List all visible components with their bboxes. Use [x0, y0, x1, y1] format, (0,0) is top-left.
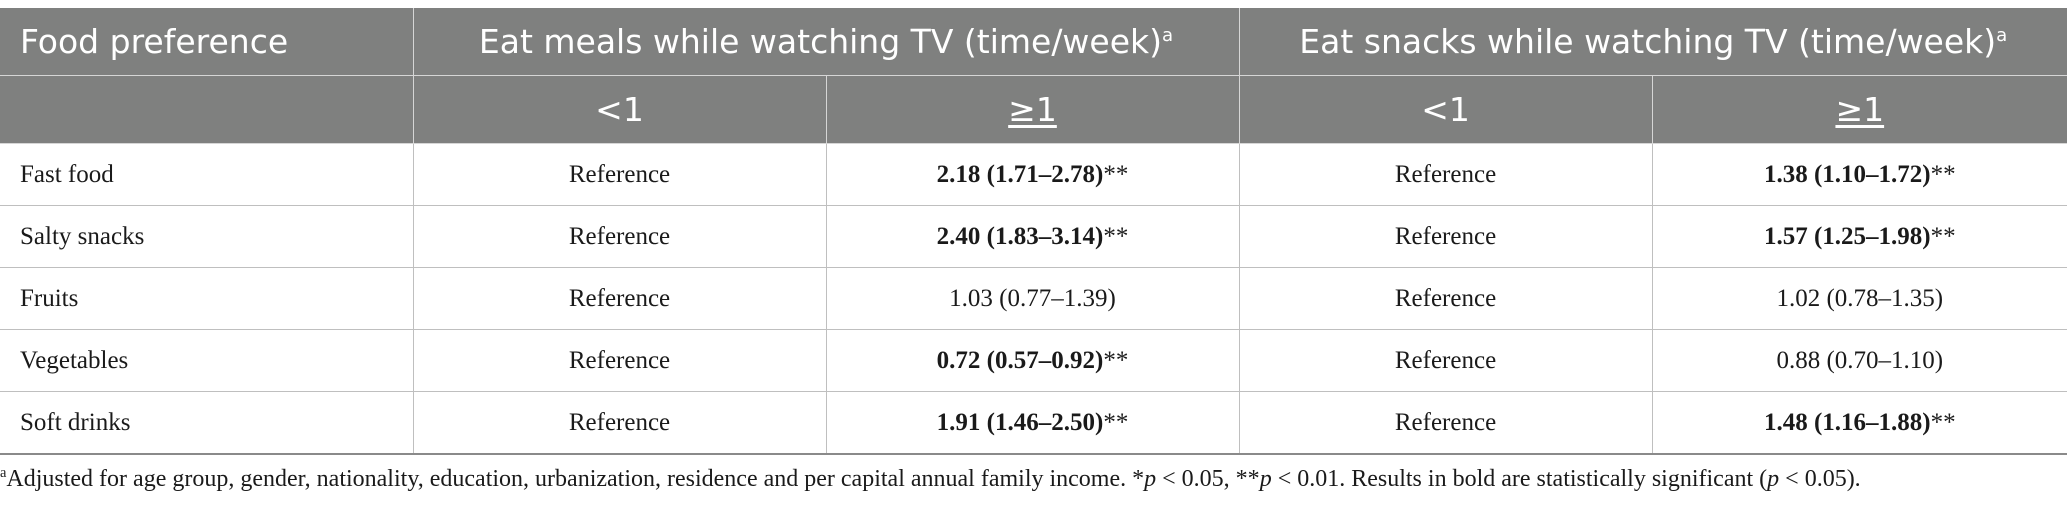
snacks-ge1-cell-value: 1.02 (0.78–1.35) [1776, 284, 1944, 312]
footnote-text-1: Adjusted for age group, gender, national… [6, 466, 1145, 492]
snacks-ge1-cell: 1.48 (1.16–1.88)** [1652, 391, 2067, 455]
meals-ge1-cell: 2.40 (1.83–3.14)** [826, 205, 1240, 268]
meals-lt1-cell: Reference [413, 267, 827, 330]
table-row: Soft drinks Reference 1.91 (1.46–2.50)** Re… [0, 391, 2067, 455]
header-group-snacks-label: Eat snacks while watching TV (time/week) [1299, 22, 1997, 61]
header-row-frequency: <1 ≥1 <1 ≥1 [0, 75, 2067, 144]
header-group-meals-sup: a [1162, 25, 1174, 46]
footnote-text-2: < 0.05, ** [1156, 466, 1260, 492]
footnote-p-3: p [1767, 466, 1780, 492]
row-label: Salty snacks [0, 205, 414, 268]
header-snacks-ge1: ≥1 [1652, 75, 2067, 144]
snacks-lt1-cell: Reference [1239, 329, 1653, 392]
row-label: Fruits [0, 267, 414, 330]
snacks-ge1-cell-significance: ** [1930, 160, 1956, 188]
snacks-ge1-cell: 0.88 (0.70–1.10) [1652, 329, 2067, 392]
meals-lt1-cell: Reference [413, 329, 827, 392]
snacks-lt1-cell: Reference [1239, 391, 1653, 455]
snacks-lt1-cell: Reference [1239, 205, 1653, 268]
meals-ge1-cell-value: 0.72 (0.57–0.92) [936, 346, 1104, 374]
meals-ge1-cell-value: 1.91 (1.46–2.50) [936, 408, 1104, 436]
header-snacks-lt1: <1 [1239, 75, 1653, 144]
meals-ge1-cell-significance: ** [1103, 408, 1129, 436]
header-group-meals-label: Eat meals while watching TV (time/week) [478, 22, 1163, 61]
meals-ge1-cell-value: 2.18 (1.71–2.78) [936, 160, 1104, 188]
row-label: Fast food [0, 143, 414, 206]
header-group-meals: Eat meals while watching TV (time/week)a [413, 8, 1240, 76]
snacks-ge1-cell-value: 1.57 (1.25–1.98) [1763, 222, 1931, 250]
meals-ge1-cell-significance: ** [1103, 346, 1129, 374]
row-label: Vegetables [0, 329, 414, 392]
meals-ge1-cell: 0.72 (0.57–0.92)** [826, 329, 1240, 392]
snacks-ge1-cell-significance: ** [1930, 408, 1956, 436]
footnote-marker: a [0, 465, 7, 481]
meals-ge1-cell: 1.03 (0.77–1.39) [826, 267, 1240, 330]
table-footnote: aAdjusted for age group, gender, nationa… [0, 466, 2067, 493]
header-food-preference: Food preference [0, 8, 414, 76]
table-row: Vegetables Reference 0.72 (0.57–0.92)** Ref… [0, 329, 2067, 392]
meals-ge1-cell-value: 1.03 (0.77–1.39) [949, 284, 1116, 312]
snacks-ge1-cell-value: 1.38 (1.10–1.72) [1763, 160, 1931, 188]
header-meals-ge1: ≥1 [826, 75, 1240, 144]
snacks-ge1-cell: 1.57 (1.25–1.98)** [1652, 205, 2067, 268]
footnote-p-1: p [1144, 466, 1157, 492]
snacks-lt1-cell: Reference [1239, 143, 1653, 206]
header-snacks-ge1-label: ≥1 [1835, 90, 1885, 129]
snacks-ge1-cell: 1.38 (1.10–1.72)** [1652, 143, 2067, 206]
header-group-snacks: Eat snacks while watching TV (time/week)… [1239, 8, 2067, 76]
meals-ge1-cell: 1.91 (1.46–2.50)** [826, 391, 1240, 455]
snacks-ge1-cell-significance: ** [1930, 222, 1956, 250]
snacks-lt1-cell: Reference [1239, 267, 1653, 330]
meals-ge1-cell-value: 2.40 (1.83–3.14) [936, 222, 1104, 250]
row-label: Soft drinks [0, 391, 414, 455]
snacks-ge1-cell: 1.02 (0.78–1.35) [1652, 267, 2067, 330]
meals-lt1-cell: Reference [413, 391, 827, 455]
footnote-text-3: < 0.01. Results in bold are statisticall… [1271, 466, 1768, 492]
meals-ge1-cell: 2.18 (1.71–2.78)** [826, 143, 1240, 206]
footnote-p-2: p [1259, 466, 1272, 492]
table-row: Fruits Reference 1.03 (0.77–1.39) Reference… [0, 267, 2067, 330]
header-meals-ge1-label: ≥1 [1008, 90, 1057, 129]
header-empty-cell [0, 75, 414, 144]
meals-lt1-cell: Reference [413, 143, 827, 206]
meals-ge1-cell-significance: ** [1103, 160, 1129, 188]
footnote-text-4: < 0.05). [1779, 466, 1861, 492]
header-row-groups: Food preference Eat meals while watching… [0, 8, 2067, 76]
meals-lt1-cell: Reference [413, 205, 827, 268]
table-row: Fast food Reference 2.18 (1.71–2.78)** Refe… [0, 143, 2067, 206]
header-group-snacks-sup: a [1996, 25, 2008, 46]
results-table: Food preference Eat meals while watching… [0, 8, 2067, 455]
snacks-ge1-cell-value: 0.88 (0.70–1.10) [1776, 346, 1944, 374]
snacks-ge1-cell-value: 1.48 (1.16–1.88) [1763, 408, 1931, 436]
meals-ge1-cell-significance: ** [1103, 222, 1129, 250]
header-meals-lt1: <1 [413, 75, 827, 144]
table-row: Salty snacks Reference 2.40 (1.83–3.14)** R… [0, 205, 2067, 268]
